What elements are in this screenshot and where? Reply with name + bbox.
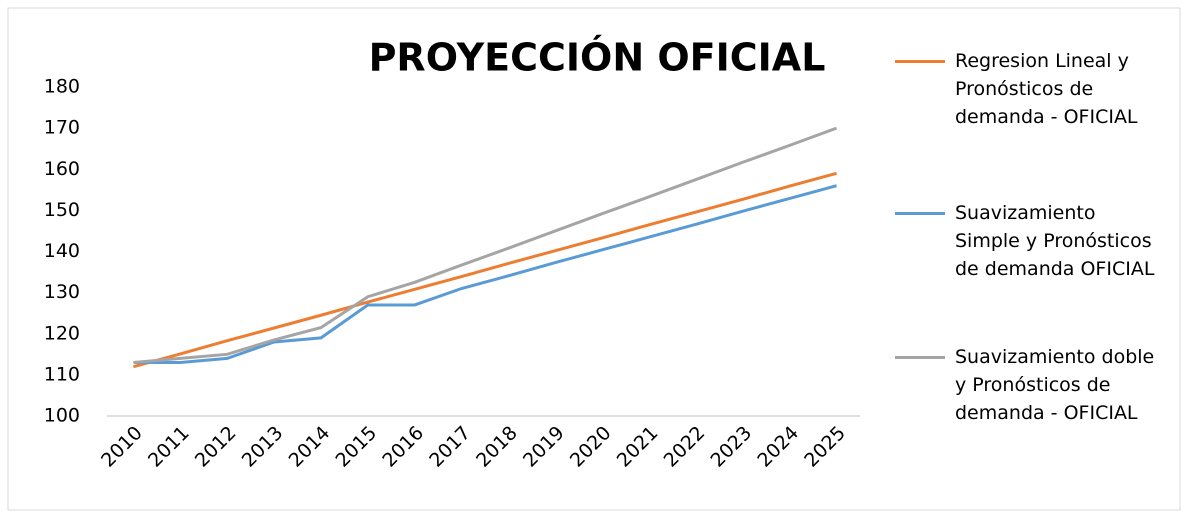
y-tick-label: 140 [44, 240, 80, 262]
y-tick-label: 110 [44, 363, 80, 385]
series-line [133, 126, 838, 365]
legend-label: Suavizamiento Simple y Pronósticos de de… [955, 202, 1155, 280]
y-tick-label: 120 [44, 322, 80, 344]
chart-title: PROYECCIÓN OFICIAL [369, 36, 826, 80]
y-tick-label: 160 [44, 158, 80, 180]
series-line [133, 171, 837, 369]
y-tick-label: 130 [44, 281, 80, 303]
legend-swatch [895, 356, 945, 359]
y-tick-label: 180 [44, 76, 80, 98]
y-tick-label: 100 [44, 405, 80, 427]
chart-border [7, 7, 1181, 511]
legend-swatch [895, 212, 945, 215]
legend-item: Suavizamiento Simple y Pronósticos de de… [895, 199, 1165, 283]
legend-item: Regresion Lineal y Pronósticos de demand… [895, 47, 1165, 131]
legend-swatch [895, 60, 945, 63]
legend-label: Regresion Lineal y Pronósticos de demand… [955, 50, 1138, 128]
legend-label: Suavizamiento doble y Pronósticos de dem… [955, 346, 1155, 424]
series-line [133, 184, 837, 365]
y-tick-label: 170 [44, 117, 80, 139]
legend-item: Suavizamiento doble y Pronósticos de dem… [895, 343, 1165, 427]
y-tick-label: 150 [44, 199, 80, 221]
